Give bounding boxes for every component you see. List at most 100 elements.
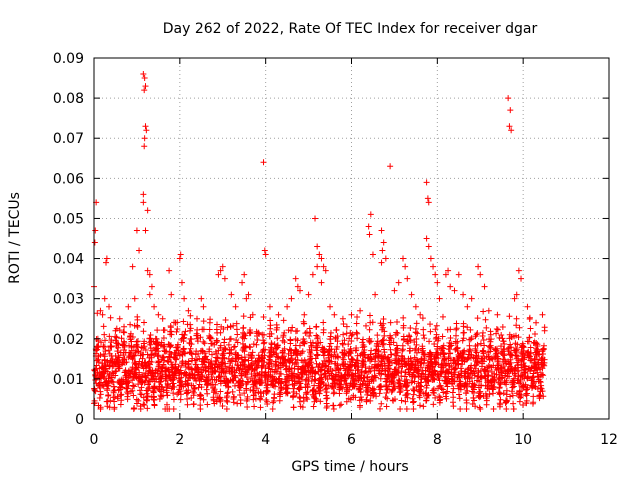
data-point [197,334,204,341]
data-point [284,390,291,397]
data-point [127,330,134,337]
data-point [151,351,158,358]
data-point [200,396,207,403]
data-point [212,381,219,388]
y-tick-label: 0.09 [53,51,84,67]
data-point [138,384,145,391]
data-point [184,401,191,408]
data-point [143,365,150,372]
data-point [257,404,264,411]
data-point [118,397,125,404]
data-point [148,359,155,366]
data-point [101,353,108,360]
data-point [118,335,125,342]
data-point [221,336,228,343]
data-point [175,363,182,370]
data-point [161,357,168,364]
data-point [273,368,280,375]
data-point [280,317,287,324]
x-tick-label: 2 [175,432,184,448]
data-point [187,321,194,328]
data-point [244,393,251,400]
data-point [112,368,119,375]
data-point [114,348,121,355]
y-tick-label: 0.01 [53,372,84,388]
y-tick-label: 0.08 [53,91,84,107]
data-point [267,357,274,364]
data-point [170,396,177,403]
data-point [130,353,137,360]
data-point [217,396,224,403]
data-point [253,385,260,392]
data-point [177,388,184,395]
data-point [278,371,285,378]
data-point [141,319,148,326]
data-point [263,387,270,394]
data-point [175,347,182,354]
data-point [269,366,276,373]
data-point [200,338,207,345]
y-tick-label: 0.03 [53,292,84,308]
data-point [194,364,201,371]
data-point [171,384,178,391]
data-point [146,384,153,391]
data-point [224,324,231,331]
data-point [96,395,103,402]
data-point [244,404,251,411]
data-point [99,382,106,389]
data-point [251,373,258,380]
data-point [129,387,136,394]
data-point [100,373,107,380]
y-tick-label: 0.06 [53,171,84,187]
data-point [243,374,250,381]
data-point [247,327,254,334]
x-tick-label: 0 [90,432,99,448]
data-point [105,391,112,398]
data-point [110,389,117,396]
data-point [144,393,151,400]
data-point [206,346,213,353]
data-point [159,353,166,360]
data-point [222,363,229,370]
data-point [197,405,204,412]
data-point [105,347,112,354]
data-point [128,338,135,345]
data-point [153,335,160,342]
data-point [258,393,265,400]
data-point [261,359,268,366]
data-point [97,391,104,398]
data-point [261,339,268,346]
data-point [107,314,114,321]
data-point [262,346,269,353]
data-point [140,328,147,335]
data-point [160,386,167,393]
data-point [95,343,102,350]
data-point [172,372,179,379]
data-point [252,390,259,397]
data-point [131,383,138,390]
data-point [135,397,142,404]
data-point [155,385,162,392]
data-point [270,382,277,389]
data-point [138,391,145,398]
data-point [202,353,209,360]
data-point [130,382,137,389]
data-point [181,331,188,338]
data-point [281,345,288,352]
y-tick-label: 0.04 [53,252,84,268]
data-point [124,396,131,403]
data-point [231,393,238,400]
data-point [264,401,271,408]
data-point [151,402,158,409]
data-point [205,379,212,386]
data-point [133,400,140,407]
data-point [194,326,201,333]
data-point [134,316,141,323]
data-point [123,359,130,366]
data-point [200,326,207,333]
data-point [211,386,218,393]
data-point [260,340,267,347]
data-point [204,356,211,363]
data-point [210,397,217,404]
data-point [94,310,101,317]
